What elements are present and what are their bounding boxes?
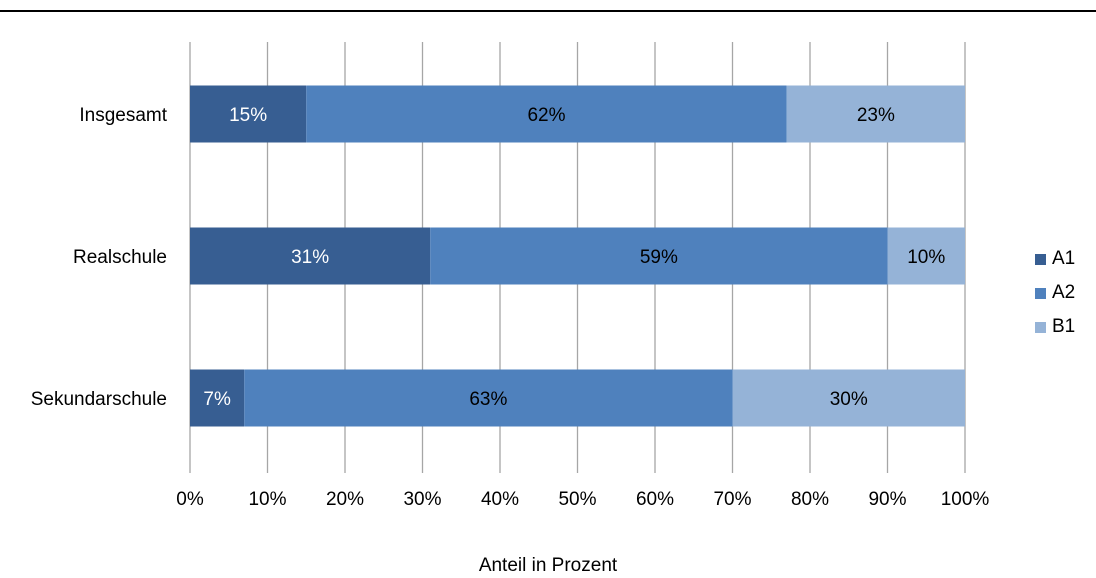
x-tick-label: 70%: [713, 489, 751, 510]
x-tick-label: 40%: [481, 489, 519, 510]
bar-segment-a1: [190, 369, 245, 427]
legend-swatch: [1035, 253, 1046, 265]
category-label: Insgesamt: [79, 105, 167, 126]
data-labels: 15% 62% 23% 31% 59% 10% 7% 63% 30%: [203, 105, 945, 410]
x-tick-label: 90%: [868, 489, 906, 510]
bar-segment-a1: [190, 85, 307, 143]
data-label: 30%: [830, 389, 868, 410]
x-tick-label: 10%: [248, 489, 286, 510]
category-labels: Insgesamt Realschule Sekundarschule: [31, 105, 168, 410]
category-label: Sekundarschule: [31, 389, 167, 410]
legend-swatch: [1035, 287, 1046, 299]
data-label: 31%: [291, 247, 329, 268]
legend-item-b1: B1: [1035, 310, 1075, 344]
bar-segment-a2: [306, 85, 787, 143]
bar-segment-a2: [430, 227, 888, 285]
x-tick-label: 0%: [176, 489, 204, 510]
bar-segment-a2: [244, 369, 733, 427]
bars: [190, 85, 965, 427]
category-label: Realschule: [73, 247, 167, 268]
x-axis-title: Anteil in Prozent: [478, 555, 618, 576]
legend-item-a2: A2: [1035, 276, 1075, 310]
legend-label: A2: [1052, 282, 1076, 303]
x-tick-label: 80%: [791, 489, 829, 510]
data-label: 63%: [469, 389, 507, 410]
x-tick-label: 30%: [403, 489, 441, 510]
bar-segment-b1: [732, 369, 965, 427]
x-tick-label: 50%: [558, 489, 596, 510]
data-label: 15%: [229, 105, 267, 126]
legend: A1 A2 B1: [1035, 242, 1075, 344]
data-label: 23%: [857, 105, 895, 126]
bar-segment-a1: [190, 227, 431, 285]
legend-label: A1: [1052, 248, 1076, 269]
x-tick-label: 20%: [326, 489, 364, 510]
top-rule: [0, 10, 1096, 12]
bar-segment-b1: [786, 85, 965, 143]
data-label: 10%: [907, 247, 945, 268]
legend-label: B1: [1052, 316, 1076, 337]
x-tick-labels: 0% 10% 20% 30% 40% 50% 60% 70% 80% 90% 100%: [176, 489, 989, 510]
data-label: 62%: [527, 105, 565, 126]
data-label: 59%: [640, 247, 678, 268]
bar-segment-b1: [887, 227, 965, 285]
x-tick-label: 100%: [941, 489, 990, 510]
legend-swatch: [1035, 321, 1046, 333]
x-tick-label: 60%: [636, 489, 674, 510]
data-label: 7%: [203, 389, 231, 410]
legend-item-a1: A1: [1035, 242, 1075, 276]
